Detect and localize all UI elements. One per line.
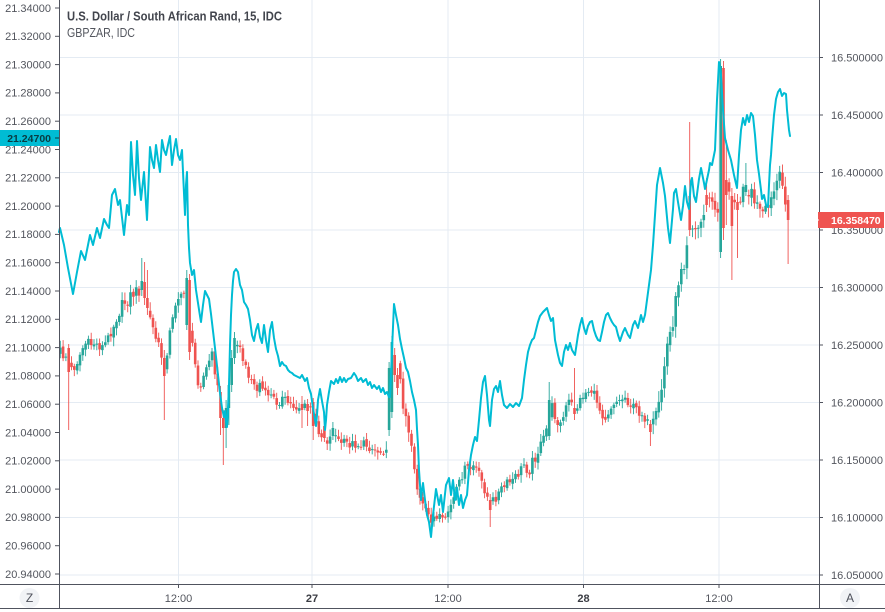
- svg-text:16.300000: 16.300000: [831, 282, 883, 294]
- svg-text:21.18000: 21.18000: [5, 229, 51, 241]
- svg-text:20.96000: 20.96000: [5, 541, 51, 553]
- svg-text:21.06000: 21.06000: [5, 399, 51, 411]
- svg-text:12:00: 12:00: [434, 593, 462, 605]
- svg-text:21.24000: 21.24000: [5, 144, 51, 156]
- svg-text:21.02000: 21.02000: [5, 456, 51, 468]
- svg-text:16.500000: 16.500000: [831, 52, 883, 64]
- svg-text:16.358470: 16.358470: [831, 215, 881, 227]
- svg-text:21.16000: 21.16000: [5, 258, 51, 270]
- svg-text:28: 28: [577, 593, 589, 605]
- svg-text:U.S. Dollar / South African Ra: U.S. Dollar / South African Rand, 15, ID…: [67, 9, 283, 24]
- svg-text:12:00: 12:00: [165, 593, 193, 605]
- svg-text:16.450000: 16.450000: [831, 110, 883, 122]
- svg-text:21.08000: 21.08000: [5, 371, 51, 383]
- svg-text:Z: Z: [26, 591, 33, 605]
- svg-text:21.20000: 21.20000: [5, 201, 51, 213]
- svg-text:27: 27: [306, 593, 318, 605]
- svg-text:21.00000: 21.00000: [5, 484, 51, 496]
- svg-text:21.04000: 21.04000: [5, 427, 51, 439]
- svg-text:GBPZAR, IDC: GBPZAR, IDC: [67, 25, 135, 40]
- svg-text:16.400000: 16.400000: [831, 167, 883, 179]
- svg-text:21.28000: 21.28000: [5, 88, 51, 100]
- svg-text:21.26000: 21.26000: [5, 116, 51, 128]
- svg-text:A: A: [846, 591, 854, 605]
- svg-text:16.250000: 16.250000: [831, 340, 883, 352]
- svg-text:21.10000: 21.10000: [5, 342, 51, 354]
- svg-text:20.94000: 20.94000: [5, 569, 51, 581]
- svg-text:21.12000: 21.12000: [5, 314, 51, 326]
- svg-text:21.24700: 21.24700: [7, 133, 51, 145]
- svg-text:12:00: 12:00: [705, 593, 733, 605]
- svg-text:21.30000: 21.30000: [5, 59, 51, 71]
- svg-text:16.100000: 16.100000: [831, 512, 883, 524]
- svg-text:21.14000: 21.14000: [5, 286, 51, 298]
- svg-text:16.150000: 16.150000: [831, 455, 883, 467]
- svg-text:21.32000: 21.32000: [5, 31, 51, 43]
- svg-text:16.050000: 16.050000: [831, 570, 883, 582]
- svg-text:21.34000: 21.34000: [5, 3, 51, 15]
- svg-text:16.200000: 16.200000: [831, 397, 883, 409]
- svg-text:20.98000: 20.98000: [5, 512, 51, 524]
- svg-text:21.22000: 21.22000: [5, 173, 51, 185]
